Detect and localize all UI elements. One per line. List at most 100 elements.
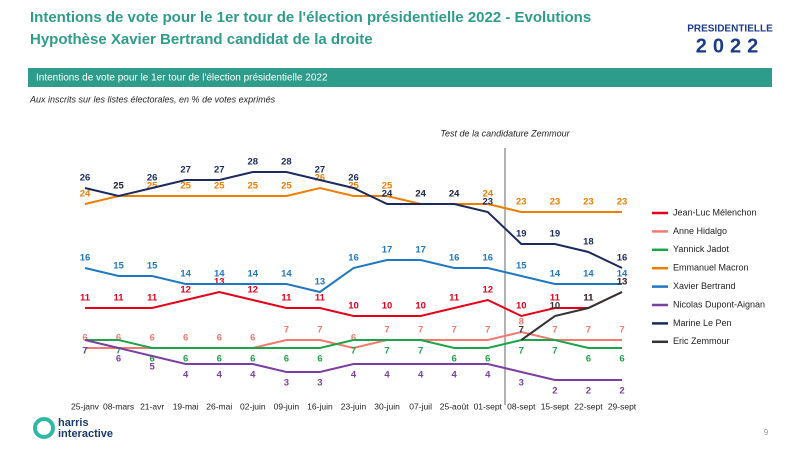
- data-label: 4: [250, 370, 256, 381]
- data-label: 13: [617, 277, 628, 288]
- data-label: 10: [348, 301, 359, 312]
- data-label: 4: [485, 370, 491, 381]
- data-label: 24: [382, 189, 393, 200]
- data-label: 5: [149, 362, 155, 373]
- data-label: 2: [552, 386, 557, 397]
- data-label: 6: [250, 333, 255, 344]
- data-label: 24: [449, 189, 460, 200]
- data-label: 4: [217, 370, 223, 381]
- data-label: 3: [317, 378, 322, 389]
- data-label: 13: [617, 277, 628, 288]
- x-tick-label: 15-sept: [541, 401, 570, 411]
- data-label: 24: [482, 189, 493, 200]
- series-line: [84, 171, 623, 269]
- data-label: 14: [617, 269, 628, 280]
- data-label: 11: [550, 293, 561, 304]
- data-label: 23: [482, 197, 493, 208]
- brand-icon: [33, 417, 55, 439]
- data-label: 19: [550, 229, 561, 240]
- data-label: 24: [449, 189, 460, 200]
- data-label: 28: [281, 157, 292, 168]
- data-label: 25: [180, 181, 191, 192]
- legend-label: Anne Hidalgo: [673, 226, 727, 236]
- legend-label: Eric Zemmour: [673, 336, 730, 346]
- data-label: 6: [183, 354, 188, 365]
- data-label: 23: [583, 197, 594, 208]
- page-number: 9: [764, 428, 769, 437]
- data-label: 4: [183, 370, 189, 381]
- data-label: 12: [180, 285, 191, 296]
- data-label: 24: [415, 189, 426, 200]
- data-label: 7: [418, 325, 423, 336]
- logo-bottom: 2022: [696, 35, 765, 57]
- x-tick-label: 07-juil: [409, 401, 432, 411]
- data-label: 12: [248, 285, 259, 296]
- data-label: 6: [284, 354, 289, 365]
- data-label: 4: [452, 370, 458, 381]
- brand: harris: [58, 417, 89, 429]
- data-label: 16: [80, 253, 91, 264]
- data-label: 6: [485, 354, 490, 365]
- data-label: 6: [217, 354, 222, 365]
- series-line: [84, 186, 622, 213]
- data-label: 27: [214, 165, 225, 176]
- data-label: 7: [82, 346, 87, 357]
- data-label: 25: [281, 181, 292, 192]
- x-tick-label: 22-sept: [574, 401, 603, 411]
- data-label: 10: [516, 301, 527, 312]
- data-label: 13: [214, 277, 225, 288]
- series-line: [84, 259, 622, 294]
- note: Aux inscrits sur les listes électorales,…: [29, 94, 276, 104]
- data-label: 18: [583, 237, 594, 248]
- annotation: Test de la candidature Zemmour: [440, 128, 570, 138]
- legend-label: Xavier Bertrand: [673, 281, 736, 291]
- data-label: 7: [284, 325, 289, 336]
- data-label: 2: [619, 386, 624, 397]
- x-tick-label: 26-mai: [206, 401, 232, 411]
- data-label: 26: [315, 173, 326, 184]
- logo-top: PRESIDENTIELLE: [687, 24, 773, 35]
- series-line: [85, 290, 623, 318]
- data-label: 6: [183, 333, 188, 344]
- x-tick-label: 19-mai: [173, 401, 199, 411]
- data-label: 7: [552, 325, 557, 336]
- data-label: 6: [317, 354, 322, 365]
- data-label: 25: [382, 181, 393, 192]
- data-label: 6: [619, 354, 624, 365]
- banner-bg: [28, 68, 772, 87]
- data-label: 16: [348, 253, 359, 264]
- legend-label: Yannick Jadot: [673, 244, 729, 254]
- x-tick-label: 30-juin: [374, 401, 400, 411]
- title: Intentions de vote pour le 1er tour de l…: [30, 9, 591, 26]
- data-label: 14: [583, 269, 594, 280]
- data-label: 16: [449, 253, 460, 264]
- data-label: 10: [382, 301, 393, 312]
- data-label: 16: [482, 253, 493, 264]
- data-label: 28: [248, 157, 259, 168]
- data-label: 24: [80, 189, 91, 200]
- data-label: 25: [348, 181, 359, 192]
- data-label: 6: [82, 333, 87, 344]
- data-label: 12: [482, 285, 493, 296]
- data-label: 26: [80, 173, 91, 184]
- legend-label: Jean-Luc Mélenchon: [673, 207, 757, 217]
- x-tick-label: 09-juin: [274, 401, 300, 411]
- data-label: 7: [619, 325, 624, 336]
- data-label: 25: [248, 181, 259, 192]
- data-label: 10: [415, 301, 426, 312]
- data-label: 11: [80, 293, 91, 304]
- data-label: 7: [552, 346, 557, 357]
- x-tick-label: 25-août: [440, 401, 469, 411]
- data-label: 24: [415, 189, 426, 200]
- x-tick-label: 25-janv: [71, 401, 100, 411]
- brand: interactive: [58, 428, 113, 440]
- data-label: 14: [550, 269, 561, 280]
- data-label: 23: [617, 197, 628, 208]
- legend-label: Marine Le Pen: [673, 318, 732, 328]
- data-label: 4: [384, 370, 390, 381]
- data-label: 14: [180, 269, 191, 280]
- subtitle: Hypothèse Xavier Bertrand candidat de la…: [30, 31, 373, 48]
- data-label: 7: [418, 346, 423, 357]
- data-label: 26: [348, 173, 359, 184]
